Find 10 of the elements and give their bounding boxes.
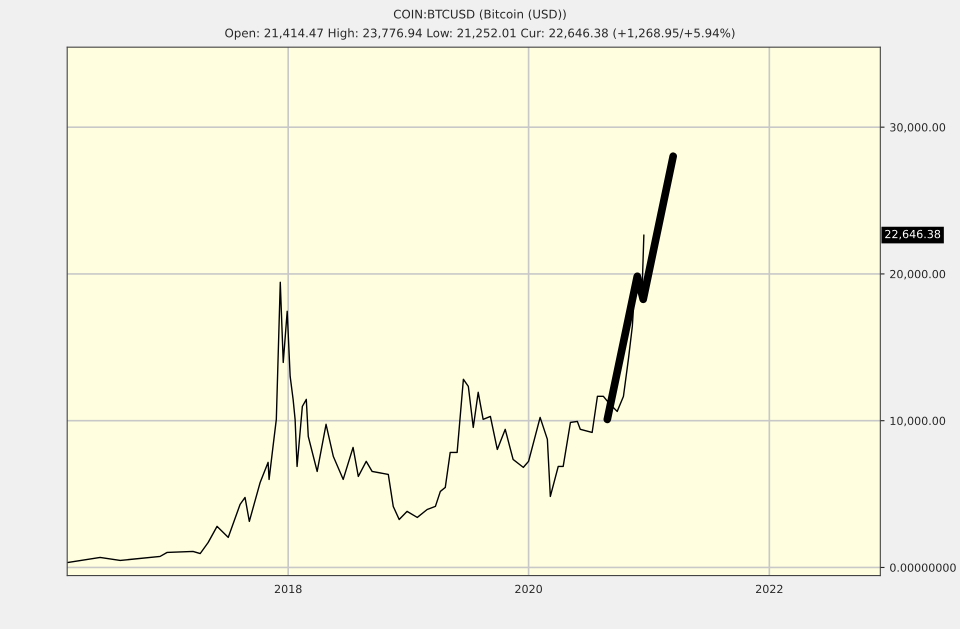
y-tick-label: 0.00000000 [890, 563, 956, 572]
y-tick-label: 10,000.00 [890, 416, 946, 426]
y-tick-label: 30,000.00 [890, 123, 946, 133]
x-tick-label: 2022 [756, 584, 782, 594]
chart-title: COIN:BTCUSD (Bitcoin (USD)) [394, 9, 566, 20]
text: 22,646.38 [885, 230, 940, 240]
y-tick-label: 20,000.00 [890, 270, 946, 280]
x-tick-label: 2018 [274, 584, 302, 594]
chart-subtitle: Open: 21,414.47 High: 23,776.94 Low: 21,252.01 Cur: 22,646.38 (+1,268.95/+5.94%) [225, 28, 734, 40]
x-tick-label: 2020 [515, 584, 542, 594]
